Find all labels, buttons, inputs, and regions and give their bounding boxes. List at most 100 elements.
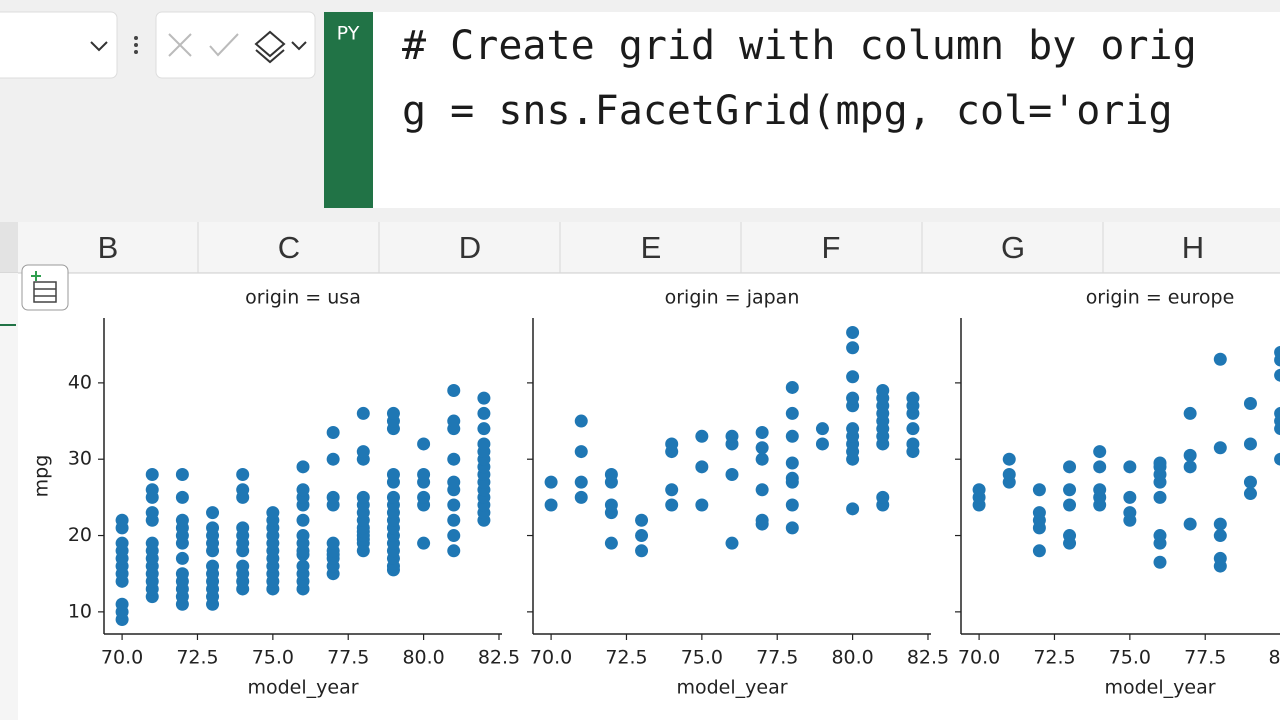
scatter-point <box>175 551 189 565</box>
x-tick-label: 70.0 <box>958 647 1000 669</box>
x-axis-label: model_year <box>247 677 358 699</box>
x-tick-label: 82.5 <box>907 647 949 669</box>
scatter-point <box>785 521 799 535</box>
scatter-point <box>1123 460 1137 474</box>
scatter-point <box>665 498 679 512</box>
x-tick-label: 77.5 <box>756 647 798 669</box>
scatter-point <box>296 483 310 497</box>
scatter-point <box>447 498 461 512</box>
scatter-point <box>1274 406 1280 420</box>
scatter-point <box>1183 460 1197 474</box>
scatter-point <box>447 414 461 428</box>
scatter-point <box>1243 396 1257 410</box>
scatter-point <box>477 391 491 405</box>
y-axis-label: mpg <box>31 455 53 498</box>
scatter-point <box>785 456 799 470</box>
scatter-point <box>755 452 769 466</box>
y-tick-label: 30 <box>68 448 92 470</box>
scatter-point <box>1093 483 1107 497</box>
scatter-point <box>296 559 310 573</box>
row-header <box>0 273 18 720</box>
more-icon[interactable] <box>134 36 138 54</box>
scatter-point <box>447 475 461 489</box>
scatter-point <box>326 452 340 466</box>
scatter-point <box>296 460 310 474</box>
name-box[interactable] <box>0 11 118 79</box>
scatter-point <box>604 498 618 512</box>
scatter-point <box>236 521 250 535</box>
scatter-point <box>447 452 461 466</box>
column-header-row <box>0 222 1280 273</box>
scatter-point <box>175 513 189 527</box>
scatter-point <box>1243 487 1257 501</box>
x-tick-label: 82.5 <box>478 647 520 669</box>
scatter-point <box>1213 529 1227 543</box>
scatter-point <box>846 341 860 355</box>
select-all[interactable] <box>0 222 18 273</box>
scatter-point <box>447 544 461 558</box>
scatter-point <box>1063 529 1077 543</box>
scatter-point <box>755 483 769 497</box>
python-output-icon[interactable] <box>254 30 307 64</box>
scatter-point <box>1093 445 1107 459</box>
card-glyph <box>33 281 57 303</box>
scatter-point <box>725 429 739 443</box>
scatter-point <box>145 506 159 520</box>
scatter-point <box>206 506 220 520</box>
scatter-point <box>145 483 159 497</box>
scatter-point <box>1002 467 1016 481</box>
scatter-point <box>1032 483 1046 497</box>
x-tick-label: 77.5 <box>1184 647 1226 669</box>
facet-title: origin = usa <box>245 287 361 309</box>
scatter-point <box>1153 490 1167 504</box>
code-line: g = sns.FacetGrid(mpg, col='orig <box>402 88 1173 134</box>
scatter-point <box>695 460 709 474</box>
scatter-point <box>846 326 860 340</box>
scatter-point <box>326 536 340 550</box>
scatter-point <box>1063 498 1077 512</box>
scatter-point <box>972 483 986 497</box>
facet-title: origin = europe <box>1086 287 1235 309</box>
cancel-icon[interactable] <box>168 33 192 57</box>
scatter-point <box>574 414 588 428</box>
py-label: PY <box>337 23 360 45</box>
scatter-point <box>1063 483 1077 497</box>
scatter-point <box>755 441 769 455</box>
column-label: G <box>1001 230 1025 265</box>
scatter-point <box>145 536 159 550</box>
scatter-point <box>115 513 129 527</box>
python-card-icon[interactable] <box>21 264 69 311</box>
scatter-point <box>635 544 649 558</box>
scatter-point <box>356 406 370 420</box>
scatter-point <box>175 490 189 504</box>
scatter-point <box>115 536 129 550</box>
scatter-point <box>236 559 250 573</box>
scatter-point <box>1213 441 1227 455</box>
scatter-point <box>326 490 340 504</box>
x-tick-label: 70.0 <box>101 647 143 669</box>
scatter-point <box>665 437 679 451</box>
scatter-point <box>876 490 890 504</box>
scatter-point <box>906 437 920 451</box>
scatter-point <box>755 425 769 439</box>
scatter-point <box>386 490 400 504</box>
scatter-point <box>635 529 649 543</box>
enter-icon[interactable] <box>209 33 239 57</box>
scatter-point <box>846 422 860 436</box>
scatter-point <box>604 467 618 481</box>
scatter-point <box>145 467 159 481</box>
x-tick-label: 80 <box>1269 647 1280 669</box>
scatter-point <box>296 529 310 543</box>
scatter-point <box>1213 352 1227 366</box>
scatter-point <box>876 384 890 398</box>
scatter-point <box>725 536 739 550</box>
scatter-point <box>1032 506 1046 520</box>
formula-bar[interactable] <box>373 12 1280 208</box>
scatter-point <box>1183 517 1197 531</box>
scatter-point <box>417 437 431 451</box>
scatter-point <box>206 521 220 535</box>
scatter-point <box>846 370 860 384</box>
scatter-point <box>386 467 400 481</box>
scatter-point <box>326 425 340 439</box>
